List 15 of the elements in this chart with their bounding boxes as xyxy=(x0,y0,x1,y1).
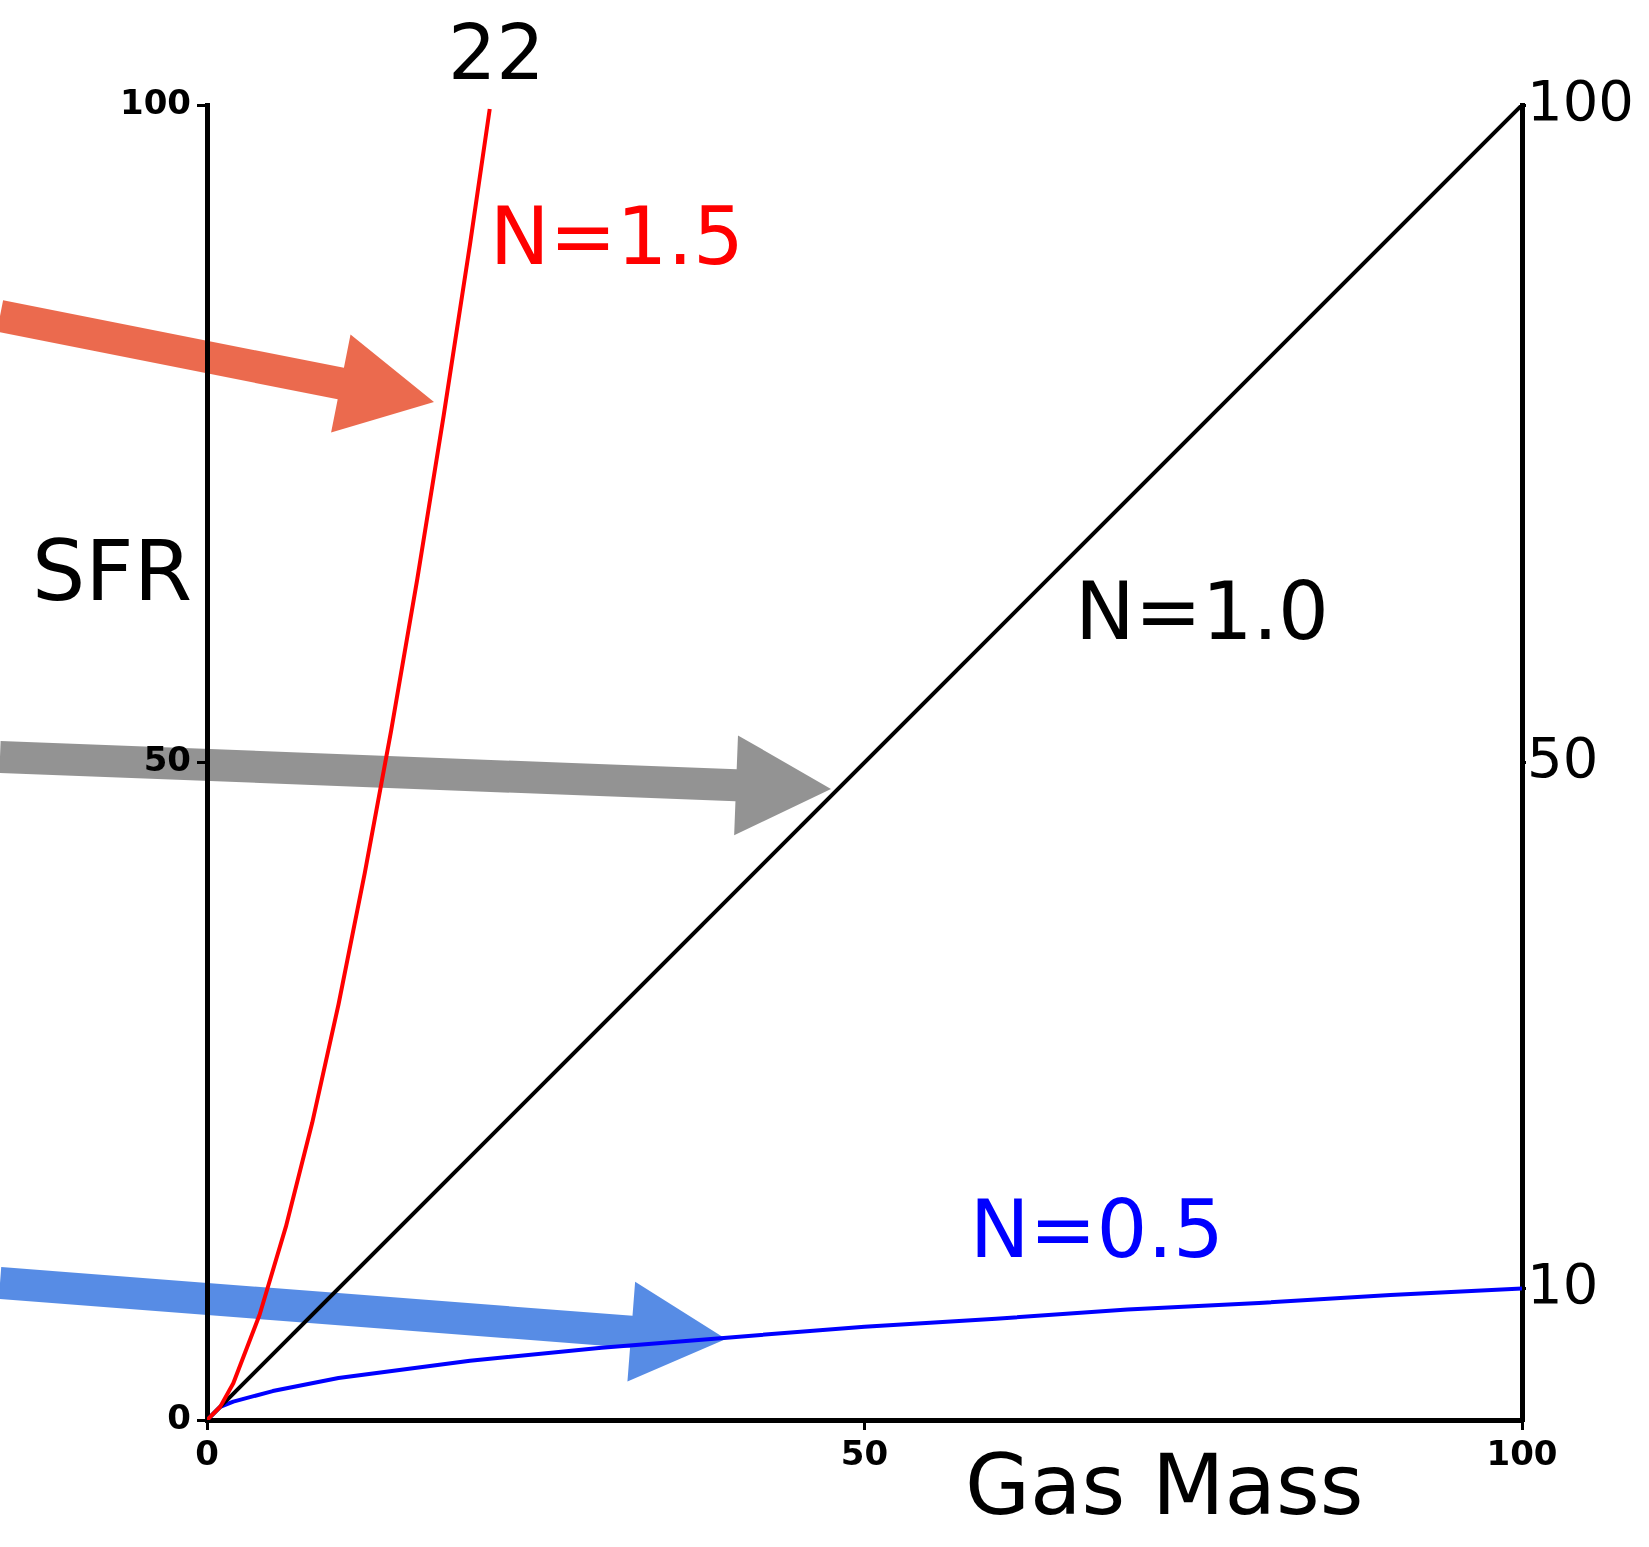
y-tick-label: 100 xyxy=(120,81,191,122)
y2-tick-label: 10 xyxy=(1527,1251,1599,1317)
y-tick-label: 0 xyxy=(167,1396,191,1437)
series-label: N=1.5 xyxy=(489,189,744,283)
x-tick-label: 0 xyxy=(195,1433,219,1474)
x-axis-title: Gas Mass xyxy=(965,1435,1364,1534)
y-tick-label: 50 xyxy=(143,739,191,780)
series-label: N=1.0 xyxy=(1074,564,1330,658)
x-tick-label: 100 xyxy=(1486,1433,1558,1474)
x-tick-label: 50 xyxy=(840,1433,889,1474)
y2-tick-label: 100 xyxy=(1527,67,1634,133)
text: 22 xyxy=(447,7,545,97)
y2-tick-label: 50 xyxy=(1527,725,1599,791)
series-label: N=0.5 xyxy=(969,1182,1224,1276)
y-axis-title: SFR xyxy=(32,522,193,621)
